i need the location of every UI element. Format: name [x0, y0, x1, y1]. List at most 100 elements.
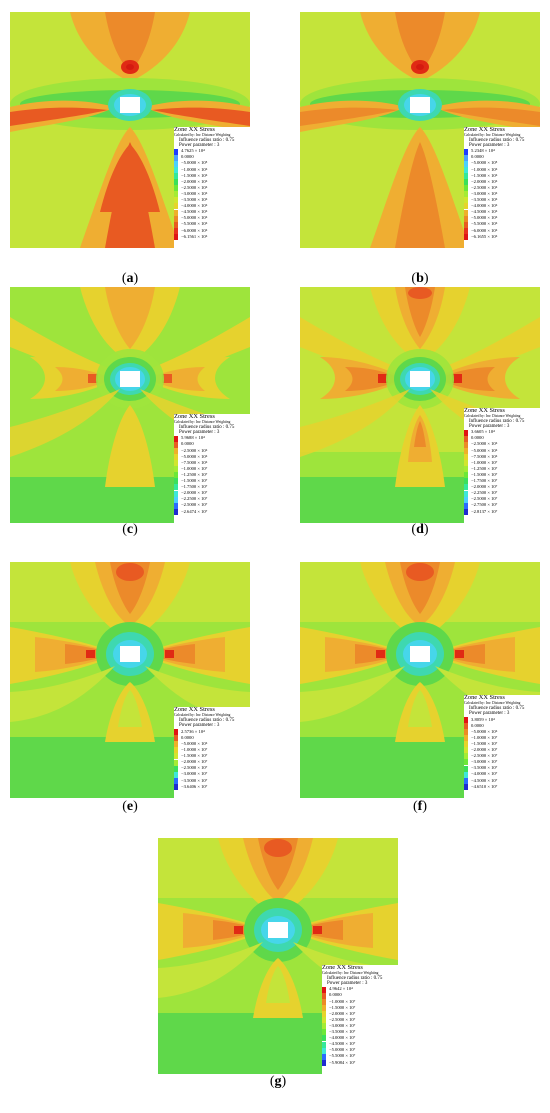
legend-swatch [174, 759, 178, 766]
contour-band [455, 650, 464, 658]
legend-swatch [174, 435, 178, 442]
legend-value: −6.0000 × 10⁶ [181, 227, 208, 233]
legend-swatch [464, 783, 468, 790]
legend-value: −2.0000 × 10⁷ [181, 490, 208, 496]
legend-influence-radius: Influence radius ratio : 0.75 [179, 718, 235, 723]
legend-entry: −1.5000 × 10⁷ [174, 753, 207, 760]
legend-value: −5.5000 × 10⁷ [329, 1053, 356, 1059]
legend-entry: −2.7500 × 10⁷ [464, 502, 497, 509]
contour-band [152, 107, 250, 126]
contour-band [120, 97, 140, 113]
contour-band [55, 367, 112, 391]
legend-title: Zone XX Stress [322, 963, 363, 971]
legend-entry: −4.0000 × 10⁶ [174, 203, 207, 210]
legend-calculated-by: Calculated by: Inv. Distance Weighting [464, 701, 521, 706]
legend-value: −2.2500 × 10⁷ [181, 496, 208, 502]
legend-value: −1.2500 × 10⁷ [471, 465, 498, 471]
contour-band [410, 371, 430, 387]
legend-entry: −4.5000 × 10⁶ [174, 209, 207, 216]
contour-band [378, 374, 388, 383]
legend-entry: 2.5736 × 10⁴ [174, 729, 205, 735]
panel-label: e [126, 799, 134, 814]
contour-band [264, 839, 292, 857]
legend-swatch [174, 771, 178, 778]
legend-calculated-by: Calculated by: Inv. Distance Weighting [174, 713, 231, 718]
legend-value: −2.6474 × 10⁷ [181, 508, 208, 514]
panel-caption-f: (f) [412, 799, 427, 814]
contour-band [414, 421, 426, 447]
panel-label: f [417, 799, 423, 814]
legend-value: 0.0000 [471, 435, 484, 441]
legend-entry: −3.5000 × 10⁷ [322, 1029, 355, 1036]
legend-value: −3.5000 × 10⁷ [471, 765, 498, 771]
contour-band [148, 367, 205, 391]
legend-value: −1.0000 × 10⁶ [181, 166, 208, 172]
legend-entry: −1.2500 × 10⁷ [174, 472, 207, 479]
legend-value: −2.0000 × 10⁷ [329, 1010, 356, 1016]
legend-value: −4.5000 × 10⁷ [329, 1041, 356, 1047]
legend-value: −4.0000 × 10⁷ [329, 1035, 356, 1041]
legend-swatch [464, 185, 468, 192]
legend-swatch [322, 986, 326, 993]
legend-value: 0.0000 [181, 154, 194, 160]
legend-swatch [174, 729, 178, 735]
legend-entry: −3.0000 × 10⁷ [464, 759, 498, 766]
legend-entry: −2.5000 × 10⁶ [464, 441, 498, 448]
legend-swatch [174, 478, 178, 485]
legend-value: 4.7625 × 10⁴ [181, 148, 205, 154]
legend-entry: −4.5000 × 10⁷ [322, 1041, 356, 1048]
legend-entry: −2.5000 × 10⁷ [322, 1017, 355, 1024]
legend-entry: −2.5000 × 10⁷ [174, 765, 208, 772]
legend-swatch [464, 203, 468, 210]
contour-svg-e [10, 562, 250, 798]
legend-entry: −3.5000 × 10⁷ [464, 765, 498, 772]
legend-value: −2.5000 × 10⁷ [181, 765, 208, 771]
contour-band [300, 389, 410, 457]
legend-value: −3.0000 × 10⁶ [471, 190, 498, 196]
legend-value: −6.1655 × 10⁶ [471, 233, 498, 239]
legend-value: −2.5000 × 10⁶ [471, 184, 498, 190]
legend-swatch [174, 148, 178, 155]
legend-entry: −1.0000 × 10⁶ [464, 166, 497, 173]
legend-swatch [174, 160, 178, 167]
legend-entry: −5.0000 × 10⁶ [174, 215, 207, 222]
legend-value: 0.0000 [471, 154, 484, 160]
legend-swatch [174, 227, 178, 234]
panel-label: a [126, 271, 134, 286]
legend-value: −4.5000 × 10⁶ [471, 209, 498, 215]
legend-value: −1.5000 × 10⁷ [471, 471, 498, 477]
legend-entry: −1.5000 × 10⁷ [464, 471, 498, 479]
legend-swatch [464, 722, 468, 729]
legend-entry: −7.5000 × 10⁶ [464, 453, 497, 460]
legend-swatch [464, 166, 468, 173]
legend-swatch [322, 992, 326, 999]
legend-value: −1.5000 × 10⁶ [471, 172, 498, 178]
legend-value: −1.5000 × 10⁶ [181, 172, 208, 178]
contour-band [300, 107, 398, 126]
legend-swatch [464, 759, 468, 766]
legend-entry: −2.5000 × 10⁷ [464, 496, 497, 503]
legend-swatch [174, 221, 178, 228]
legend-swatch [464, 160, 468, 167]
legend-value: −3.0000 × 10⁷ [471, 759, 498, 765]
legend-value: −5.0000 × 10⁵ [181, 160, 208, 166]
contour-band [408, 287, 432, 299]
legend-power-parameter: Power parameter : 3 [179, 142, 220, 148]
contour-band [268, 922, 288, 938]
legend-scale: 4.7625 × 10⁴ 0.0000 −5.0000 × 10⁵ −1.0000 ×… [174, 148, 250, 241]
legend-value: 0.0000 [329, 992, 342, 998]
legend-influence-radius: Influence radius ratio : 0.75 [469, 418, 525, 424]
legend-entry: −1.0000 × 10⁷ [174, 466, 207, 473]
legend-swatch [322, 1047, 326, 1054]
contour-svg-f [300, 562, 540, 798]
legend-swatch [174, 466, 178, 473]
legend-entry: −5.0000 × 10⁶ [174, 741, 207, 748]
legend-influence-radius: Influence radius ratio : 0.75 [179, 424, 235, 430]
contour-band [165, 650, 174, 658]
legend-entry: −1.0000 × 10⁷ [322, 998, 355, 1005]
legend-entry: −4.5000 × 10⁷ [464, 777, 497, 784]
legend-value: −2.5000 × 10⁶ [471, 441, 498, 447]
contour-band [442, 107, 540, 126]
legend-entry: −4.0000 × 10⁷ [322, 1035, 356, 1042]
legend-entry: −5.0000 × 10⁶ [174, 453, 207, 460]
